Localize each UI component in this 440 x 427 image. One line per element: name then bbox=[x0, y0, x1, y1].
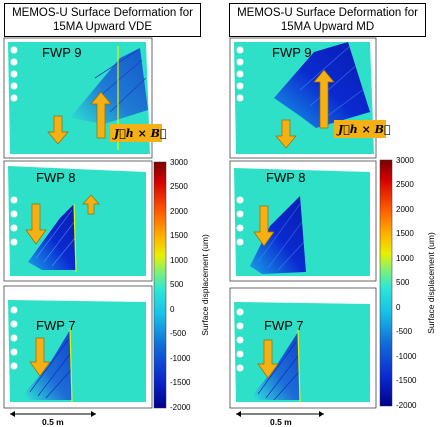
right-scale-bar bbox=[236, 411, 324, 417]
left-cb-tick: 0 bbox=[170, 305, 175, 314]
left-fwp7-frame bbox=[3, 285, 153, 409]
right-fwp9-up-arrow bbox=[313, 69, 335, 129]
right-panel-title: MEMOS-U Surface Deformation for 15MA Upw… bbox=[229, 3, 426, 37]
right-fwp9-label: FWP 9 bbox=[272, 45, 312, 60]
left-colorbar-ticks: 3000 2500 2000 1500 1000 500 0 -500 -100… bbox=[170, 158, 191, 412]
left-cb-tick: -1500 bbox=[170, 378, 191, 387]
right-cb-tick: 2000 bbox=[396, 205, 414, 214]
left-fwp9-down-arrow bbox=[47, 115, 69, 145]
right-cb-tick: 3000 bbox=[396, 156, 414, 165]
right-force-label: J⃗h × B⃗ bbox=[336, 123, 391, 136]
right-cb-tick: -500 bbox=[396, 327, 413, 336]
right-fwp9-down-arrow bbox=[275, 119, 297, 149]
right-panel-title-text: MEMOS-U Surface Deformation for 15MA Upw… bbox=[237, 7, 418, 33]
left-fwp8-label: FWP 8 bbox=[36, 170, 76, 185]
left-panel-title: MEMOS-U Surface Deformation for 15MA Upw… bbox=[4, 3, 201, 37]
left-force-label: J⃗h × B⃗ bbox=[112, 127, 167, 140]
left-cb-tick: 2000 bbox=[170, 207, 188, 216]
left-fwp7-label: FWP 7 bbox=[36, 318, 76, 333]
right-scale-label: 0.5 m bbox=[270, 417, 292, 427]
left-fwp9-up-arrow bbox=[90, 91, 112, 139]
left-panel-title-text: MEMOS-U Surface Deformation for 15MA Upw… bbox=[12, 7, 193, 33]
right-fwp7-down-arrow bbox=[257, 339, 279, 379]
right-fwp7-frame bbox=[229, 287, 377, 409]
left-cb-tick: -500 bbox=[170, 329, 187, 338]
left-force-label-box: J⃗h × B⃗ bbox=[110, 124, 167, 142]
right-cb-tick: -1500 bbox=[396, 376, 417, 385]
right-fwp8-frame bbox=[229, 160, 377, 282]
left-fwp7-down-arrow bbox=[29, 337, 51, 377]
right-cb-tick: 500 bbox=[396, 278, 410, 287]
left-fwp9-deformation-region bbox=[70, 48, 148, 124]
left-fwp8-frame bbox=[3, 160, 153, 282]
right-cb-tick: 1500 bbox=[396, 229, 414, 238]
left-cb-tick: -2000 bbox=[170, 403, 191, 412]
right-fwp8-label: FWP 8 bbox=[266, 170, 306, 185]
left-scale-bar bbox=[10, 411, 96, 417]
right-force-label-box: J⃗h × B⃗ bbox=[334, 120, 391, 138]
right-colorbar-ticks: 3000 2500 2000 1500 1000 500 0 -500 -100… bbox=[396, 156, 417, 410]
left-cb-tick: 1500 bbox=[170, 231, 188, 240]
right-colorbar-label: Surface displacement (um) bbox=[426, 232, 436, 334]
left-cb-tick: 1000 bbox=[170, 256, 188, 265]
left-cb-tick: -1000 bbox=[170, 354, 191, 363]
left-cb-tick: 2500 bbox=[170, 182, 188, 191]
left-scale-label: 0.5 m bbox=[42, 417, 64, 427]
right-fwp7-label: FWP 7 bbox=[264, 318, 304, 333]
left-fwp8-up-arrow bbox=[82, 194, 100, 215]
left-cb-tick: 500 bbox=[170, 280, 184, 289]
right-cb-tick: -2000 bbox=[396, 401, 417, 410]
left-colorbar-label: Surface displacement (um) bbox=[200, 234, 210, 336]
right-cb-tick: 0 bbox=[396, 303, 401, 312]
left-fwp8-down-arrow bbox=[25, 203, 47, 245]
left-fwp9-label: FWP 9 bbox=[42, 45, 82, 60]
left-colorbar bbox=[153, 161, 167, 409]
right-fwp8-down-arrow bbox=[253, 205, 275, 247]
right-cb-tick: 2500 bbox=[396, 180, 414, 189]
right-cb-tick: 1000 bbox=[396, 254, 414, 263]
right-colorbar bbox=[379, 159, 393, 407]
right-cb-tick: -1000 bbox=[396, 352, 417, 361]
left-cb-tick: 3000 bbox=[170, 158, 188, 167]
